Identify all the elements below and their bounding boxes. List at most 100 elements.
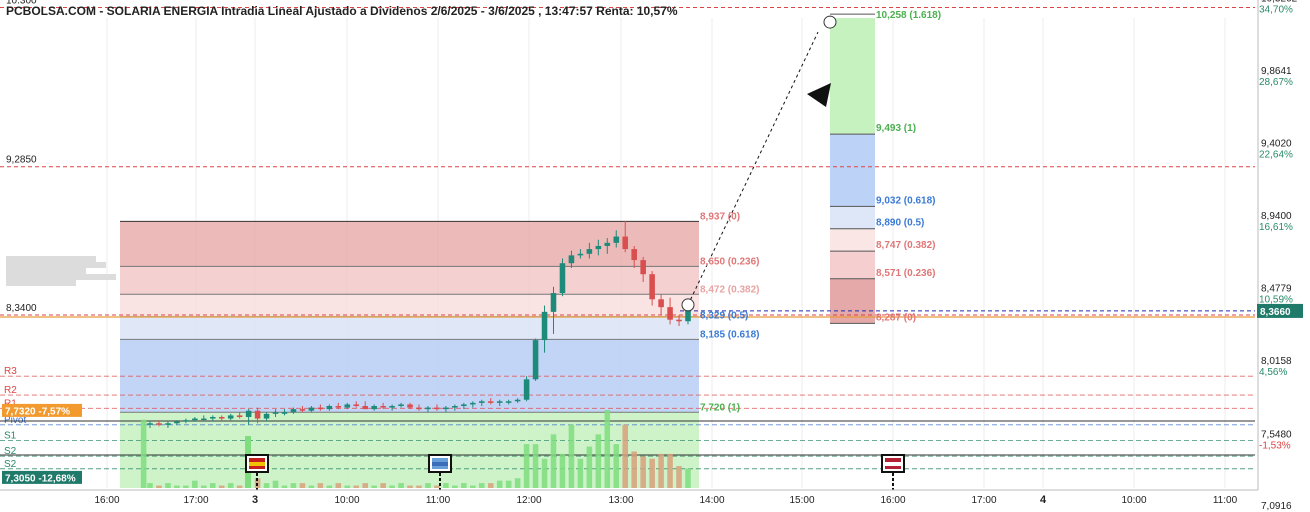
price-badge-text: 7,3050 -12,68% xyxy=(5,473,76,484)
volume-bar xyxy=(299,483,306,488)
volume-bar xyxy=(613,444,620,488)
volume-bar xyxy=(676,466,682,488)
candle-body xyxy=(622,236,629,250)
fib-extension-label: 9,493 (1) xyxy=(876,123,916,134)
fib-extension-label: 8,890 (0.5) xyxy=(876,218,924,229)
flag-stripe xyxy=(885,462,901,466)
flag-stripe xyxy=(249,466,265,469)
y-tick-price: 9,8641 xyxy=(1261,66,1292,77)
fib-label: 7,720 (1) xyxy=(700,402,740,413)
candle-body xyxy=(218,416,225,419)
volume-bar xyxy=(389,485,395,488)
volume-bar xyxy=(183,485,189,488)
volume-bar xyxy=(317,483,324,488)
volume-bar xyxy=(263,483,270,488)
flag-stripe xyxy=(432,458,448,462)
fib-zone-1 xyxy=(120,412,699,488)
volume-bar xyxy=(416,485,422,488)
x-tick-label: 13:00 xyxy=(608,495,633,506)
y-tick-pct: 34,70% xyxy=(1259,4,1293,15)
candle-body xyxy=(658,299,664,308)
volume-bar xyxy=(335,483,342,488)
volume-bar xyxy=(425,483,431,488)
projection-origin-marker xyxy=(681,298,695,312)
candle-body xyxy=(550,293,557,312)
candle-body xyxy=(209,416,216,419)
x-tick-label: 15:00 xyxy=(789,495,814,506)
candle-body xyxy=(595,245,602,250)
volume-bar xyxy=(434,485,440,488)
volume-bar xyxy=(505,480,512,488)
x-tick-label: 11:00 xyxy=(1213,495,1238,506)
candle-body xyxy=(147,423,153,425)
x-tick-label: 14:00 xyxy=(699,495,724,506)
candle-body xyxy=(362,406,368,410)
candle-body xyxy=(505,401,512,403)
candle-body xyxy=(568,255,575,264)
candle-body xyxy=(631,249,637,261)
candle-body xyxy=(281,412,288,414)
volume-bar xyxy=(156,485,162,488)
pivot-label: S2 xyxy=(4,459,17,470)
flag-stripe xyxy=(885,466,901,469)
x-tick-label: 4 xyxy=(1040,494,1047,506)
volume-bar xyxy=(281,485,288,488)
price-badge: 7,7320 -7,57% xyxy=(2,403,82,417)
volume-bar xyxy=(487,483,494,488)
x-tick-label: 11:00 xyxy=(426,495,451,506)
candle-body xyxy=(308,407,315,411)
blurred-volume-profile xyxy=(6,280,76,286)
fib-zone-5 xyxy=(120,316,699,340)
x-tick-label: 17:00 xyxy=(183,495,208,506)
y-tick-price: 8,4779 xyxy=(1261,283,1292,294)
candle-body xyxy=(461,404,467,407)
y-tick-pct: 28,67% xyxy=(1259,77,1293,88)
candle-body xyxy=(532,340,539,380)
y-tick-pct: -1,53% xyxy=(1259,440,1291,451)
candle-body xyxy=(165,423,171,425)
volume-bar xyxy=(308,485,315,488)
volume-bar xyxy=(604,410,611,488)
volume-bar xyxy=(344,485,351,488)
volume-bar xyxy=(326,485,333,488)
candle-body xyxy=(514,399,521,402)
candle-body xyxy=(398,404,404,407)
volume-bar xyxy=(218,485,225,488)
ext-zone-5 xyxy=(830,206,875,229)
fib-extension-label: 8,571 (0.236) xyxy=(876,268,936,279)
x-tick-label: 16:00 xyxy=(880,495,905,506)
volume-bar xyxy=(640,456,646,488)
candle-body xyxy=(667,307,673,320)
y-tick-price: 8,0158 xyxy=(1261,356,1292,367)
x-tick-label: 10:00 xyxy=(1121,495,1146,506)
y-tick-pct: 4,56% xyxy=(1259,367,1287,378)
candle-body xyxy=(541,311,548,341)
candle-body xyxy=(496,401,503,403)
blurred-volume-profile xyxy=(6,268,86,274)
candle-body xyxy=(227,415,234,419)
volume-bar xyxy=(568,424,575,488)
volume-bar xyxy=(550,434,557,488)
flag-stripe xyxy=(432,462,448,466)
candle-body xyxy=(156,423,162,425)
volume-bar xyxy=(192,480,198,488)
candle-body xyxy=(326,406,333,410)
pivot-label: R3 xyxy=(4,366,17,377)
x-tick-label: 3 xyxy=(252,494,258,506)
volume-bar xyxy=(140,419,147,488)
candle-body xyxy=(317,407,324,410)
candle-body xyxy=(344,404,351,408)
price-badge-text: 7,7320 -7,57% xyxy=(5,406,70,417)
flag-stripe xyxy=(432,466,448,469)
candle-body xyxy=(487,401,494,403)
projection-target-marker xyxy=(823,15,837,29)
volume-bar xyxy=(174,485,180,488)
volume-bar xyxy=(595,434,602,488)
volume-bar xyxy=(532,444,539,488)
volume-bar xyxy=(461,483,467,488)
x-tick-label: 12:00 xyxy=(516,495,541,506)
candle-body xyxy=(335,406,342,408)
fib-zone-0 xyxy=(120,221,699,267)
y-tick-pct: 10,59% xyxy=(1259,294,1293,305)
